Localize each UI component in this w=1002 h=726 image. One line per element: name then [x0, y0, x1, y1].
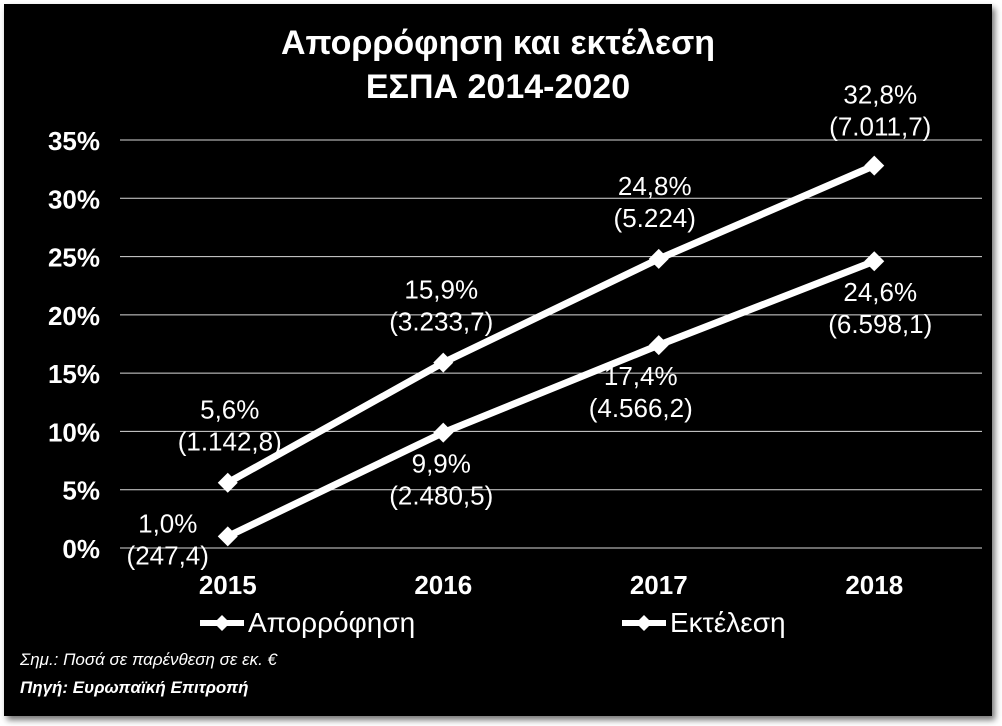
- legend-item-execution: Εκτέλεση: [622, 607, 786, 639]
- source-note: Πηγή: Ευρωπαϊκή Επιτροπή: [20, 678, 249, 697]
- chart-title-line-1: Απορρόφηση και εκτέλεση: [280, 24, 716, 62]
- diamond-line-marker-icon: [200, 615, 244, 631]
- line-chart: 0% 5% 10% 15% 20% 25% 30% 35% 2015 2016 2017 2018 5,…: [48, 80, 982, 600]
- data-label-percent: 24,6%: [843, 277, 917, 307]
- legend-label-absorption: Απορρόφηση: [248, 607, 416, 638]
- data-point-marker: [864, 155, 885, 176]
- data-label-amount: (247,4): [127, 540, 209, 570]
- data-point-marker: [217, 526, 238, 547]
- y-tick-label: 0%: [62, 534, 100, 564]
- data-point-marker: [864, 251, 885, 272]
- x-tick-label: 2015: [199, 570, 257, 600]
- x-tick-label: 2016: [414, 570, 472, 600]
- data-label-amount: (4.566,2): [589, 393, 693, 423]
- data-label-amount: (7.011,7): [829, 112, 931, 142]
- data-point-marker: [217, 472, 238, 493]
- data-label-amount: (2.480,5): [389, 481, 493, 511]
- data-point-marker: [648, 248, 669, 269]
- data-label-percent: 1,0%: [138, 508, 197, 538]
- diamond-line-marker-icon: [622, 615, 666, 631]
- data-point-marker: [433, 352, 454, 373]
- y-tick-label: 10%: [48, 417, 100, 447]
- series-line-absorption: [226, 162, 876, 486]
- chart-frame: Απορρόφηση και εκτέλεση ΕΣΠΑ 2014-2020 0…: [4, 4, 992, 716]
- data-label-percent: 15,9%: [404, 275, 478, 305]
- x-tick-label: 2018: [845, 570, 903, 600]
- data-label-percent: 32,8%: [843, 80, 917, 110]
- data-label-percent: 17,4%: [604, 361, 678, 391]
- data-point-marker: [433, 422, 454, 443]
- data-label-amount: (3.233,7): [389, 307, 493, 337]
- amounts-note: Σημ.: Ποσά σε παρένθεση σε εκ. €: [20, 650, 277, 669]
- chart-title-line-2: ΕΣΠΑ 2014-2020: [365, 68, 631, 106]
- y-tick-label: 35%: [48, 126, 100, 156]
- series-line-execution: [226, 257, 876, 540]
- data-label-amount: (6.598,1): [828, 309, 932, 339]
- legend-label-execution: Εκτέλεση: [670, 607, 786, 638]
- data-label-percent: 9,9%: [412, 449, 471, 479]
- y-tick-label: 5%: [62, 476, 100, 506]
- y-tick-label: 15%: [48, 359, 100, 389]
- data-point-marker: [648, 335, 669, 356]
- y-tick-label: 30%: [48, 184, 100, 214]
- data-label-percent: 5,6%: [200, 395, 259, 425]
- data-label-amount: (1.142,8): [178, 427, 282, 457]
- data-label-amount: (5.224): [614, 203, 696, 233]
- data-label-percent: 24,8%: [618, 171, 692, 201]
- y-tick-label: 20%: [48, 301, 100, 331]
- y-tick-label: 25%: [48, 243, 100, 273]
- legend-item-absorption: Απορρόφηση: [200, 607, 415, 639]
- x-tick-label: 2017: [630, 570, 688, 600]
